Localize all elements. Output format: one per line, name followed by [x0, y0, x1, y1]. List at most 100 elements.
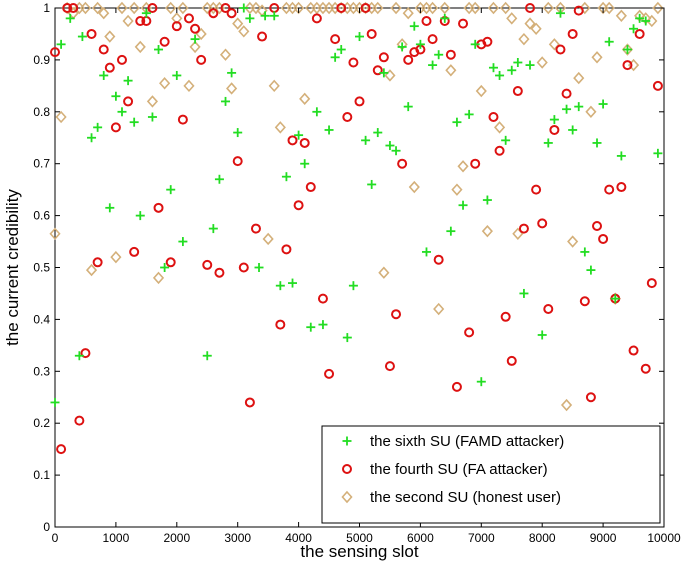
point-series-1-38: [287, 135, 298, 146]
point-series-2-21: [177, 1, 189, 15]
point-series-2-30: [232, 17, 244, 30]
point-series-0-77: [543, 138, 553, 148]
y-tick-label: 0: [43, 520, 50, 534]
y-tick-label: 0.4: [33, 312, 50, 326]
point-series-0-73: [519, 288, 529, 298]
point-series-0-88: [610, 294, 620, 304]
data-marks: [49, 1, 664, 455]
point-series-1-82: [555, 44, 566, 55]
point-series-0-0: [50, 397, 60, 407]
point-series-2-11: [116, 1, 128, 15]
point-series-1-43: [317, 293, 328, 304]
point-series-2-94: [621, 43, 634, 56]
point-series-1-48: [348, 57, 359, 68]
point-series-0-18: [166, 185, 176, 195]
legend-marker-second-su: [341, 490, 353, 504]
point-series-1-10: [110, 122, 121, 133]
point-series-0-13: [135, 211, 145, 221]
x-axis-ticks: 0 1000 2000 3000 4000 5000 6000 7000 8000 9000 100…: [52, 8, 681, 545]
point-series-1-32: [244, 397, 255, 408]
point-series-0-4: [77, 32, 87, 42]
point-series-1-18: [159, 36, 170, 47]
point-series-1-44: [324, 368, 335, 379]
point-series-0-14: [141, 8, 151, 18]
point-series-1-1: [56, 444, 67, 455]
point-series-1-42: [311, 13, 322, 24]
point-series-2-9: [104, 30, 116, 43]
point-series-0-10: [117, 107, 127, 117]
point-series-0-22: [202, 351, 212, 361]
point-series-0-87: [604, 37, 614, 47]
y-tick-label: 0.9: [33, 53, 50, 67]
point-series-0-85: [592, 138, 602, 148]
point-series-1-22: [183, 13, 194, 24]
point-series-1-31: [238, 262, 249, 273]
point-series-2-91: [603, 1, 615, 15]
point-series-2-14: [134, 40, 146, 54]
point-series-1-94: [628, 345, 639, 356]
point-series-2-87: [579, 1, 591, 15]
point-series-0-49: [373, 128, 383, 138]
point-series-0-78: [549, 115, 559, 125]
point-series-0-69: [495, 70, 505, 80]
y-tick-label: 0.6: [33, 209, 50, 223]
point-series-0-90: [622, 45, 632, 55]
point-series-2-36: [268, 79, 280, 93]
point-series-2-19: [165, 1, 177, 15]
point-series-2-98: [646, 14, 658, 28]
point-series-1-3: [68, 3, 79, 13]
point-series-2-77: [518, 32, 530, 46]
point-series-1-50: [360, 3, 371, 13]
point-series-2-78: [524, 17, 536, 30]
point-series-0-24: [214, 174, 224, 184]
point-series-0-17: [160, 263, 170, 272]
y-tick-label: 0.5: [33, 261, 50, 275]
point-series-0-80: [562, 104, 572, 114]
point-series-0-74: [525, 60, 535, 70]
point-series-1-83: [561, 88, 572, 99]
point-series-1-26: [208, 8, 219, 19]
point-series-2-93: [615, 9, 627, 22]
point-series-0-47: [361, 135, 371, 145]
point-series-0-53: [397, 42, 407, 52]
point-series-0-68: [488, 63, 498, 73]
point-series-2-62: [427, 1, 439, 15]
point-series-1-36: [275, 319, 286, 330]
point-series-2-0: [49, 227, 61, 240]
point-series-1-62: [433, 254, 444, 265]
point-series-1-88: [592, 220, 603, 231]
point-series-2-17: [152, 271, 165, 285]
point-series-0-50: [379, 68, 389, 78]
point-series-0-1: [56, 39, 66, 49]
point-series-2-58: [402, 6, 414, 20]
point-series-0-28: [239, 3, 249, 13]
point-series-2-99: [652, 1, 664, 15]
point-series-0-40: [318, 320, 328, 330]
point-series-1-21: [177, 114, 188, 125]
x-tick-label: 9000: [590, 531, 617, 545]
point-series-0-35: [288, 278, 298, 288]
point-series-1-27: [214, 267, 225, 278]
point-series-1-5: [80, 348, 91, 359]
point-series-1-4: [74, 415, 85, 426]
point-series-0-43: [336, 45, 346, 55]
legend-label-fourth-su: the fourth SU (FA attacker): [370, 461, 548, 478]
x-tick-label: 8000: [529, 531, 556, 545]
point-series-0-20: [178, 237, 188, 247]
x-tick-label: 7000: [468, 531, 495, 545]
point-series-0-26: [227, 68, 237, 78]
y-tick-label: 0.1: [33, 468, 50, 482]
point-series-2-53: [372, 1, 384, 15]
point-series-1-2: [62, 3, 73, 13]
point-series-0-15: [147, 112, 157, 122]
point-series-2-29: [226, 82, 238, 95]
y-axis-label: the current credibility: [3, 189, 22, 346]
point-series-0-66: [476, 377, 486, 387]
point-series-2-54: [378, 266, 390, 279]
point-series-0-79: [555, 8, 565, 18]
point-series-1-39: [293, 200, 304, 211]
point-series-1-7: [92, 257, 103, 268]
point-series-0-52: [391, 146, 401, 156]
point-series-2-6: [85, 263, 98, 277]
